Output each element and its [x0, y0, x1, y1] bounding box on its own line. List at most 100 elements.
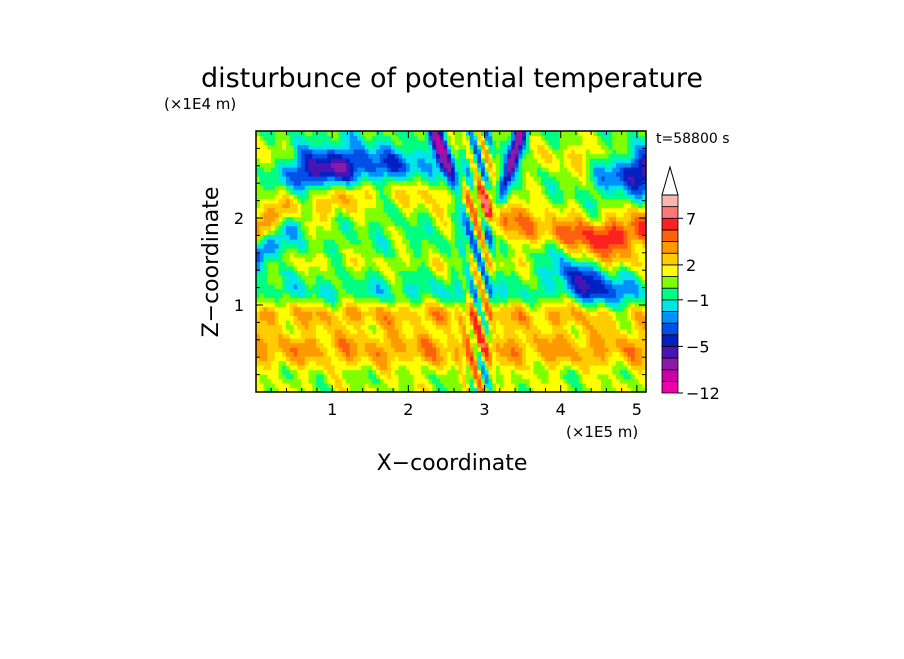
heatmap-cell	[368, 225, 373, 231]
heatmap-cell	[563, 198, 568, 204]
heatmap-cell	[574, 203, 580, 209]
heatmap-cell	[398, 293, 403, 299]
heatmap-cell	[541, 252, 546, 258]
heatmap-cell	[409, 365, 415, 371]
heatmap-cell	[271, 216, 276, 222]
heatmap-cell	[604, 315, 610, 321]
heatmap-cell	[518, 284, 523, 290]
heatmap-cell	[319, 288, 325, 294]
heatmap-cell	[304, 194, 310, 200]
heatmap-cell	[623, 293, 628, 299]
heatmap-cell	[642, 176, 646, 182]
heatmap-cell	[436, 230, 441, 236]
heatmap-cell	[537, 189, 542, 195]
heatmap-cell	[274, 203, 280, 209]
heatmap-cell	[364, 356, 370, 362]
heatmap-cell	[559, 297, 565, 303]
heatmap-cell	[417, 329, 422, 335]
heatmap-cell	[316, 266, 321, 272]
heatmap-cell	[563, 342, 568, 348]
heatmap-cell	[529, 203, 535, 209]
heatmap-cell	[439, 297, 445, 303]
heatmap-cell	[503, 194, 508, 200]
heatmap-cell	[548, 185, 553, 191]
heatmap-cell	[349, 275, 355, 281]
heatmap-cell	[496, 365, 501, 371]
heatmap-cell	[447, 342, 452, 348]
heatmap-cell	[387, 315, 392, 321]
heatmap-cell	[387, 324, 392, 330]
heatmap-cell	[353, 252, 358, 258]
heatmap-cell	[642, 342, 646, 348]
heatmap-cell	[436, 284, 441, 290]
heatmap-cell	[623, 306, 628, 312]
heatmap-cell	[466, 369, 471, 375]
heatmap-cell	[424, 225, 430, 231]
heatmap-cell	[601, 194, 606, 200]
heatmap-cell	[439, 248, 445, 254]
heatmap-cell	[417, 342, 422, 348]
heatmap-cell	[631, 356, 636, 362]
heatmap-cell	[364, 387, 370, 392]
heatmap-cell	[349, 351, 355, 357]
heatmap-cell	[484, 383, 490, 389]
heatmap-cell	[492, 203, 497, 209]
heatmap-cell	[304, 360, 310, 366]
heatmap-cell	[526, 356, 531, 362]
heatmap-cell	[496, 243, 501, 249]
heatmap-cell	[428, 185, 433, 191]
heatmap-cell	[346, 252, 351, 258]
heatmap-cell	[271, 297, 276, 303]
heatmap-cell	[443, 225, 448, 231]
heatmap-cell	[541, 351, 546, 357]
heatmap-cell	[353, 302, 358, 308]
heatmap-cell	[394, 239, 400, 245]
heatmap-cell	[323, 261, 328, 267]
heatmap-cell	[376, 315, 381, 321]
heatmap-cell	[316, 270, 321, 276]
heatmap-cell	[619, 329, 625, 335]
heatmap-cell	[406, 365, 411, 371]
heatmap-cell	[436, 234, 441, 240]
heatmap-cell	[383, 338, 388, 344]
heatmap-cell	[511, 284, 516, 290]
heatmap-cell	[469, 338, 475, 344]
heatmap-cell	[574, 257, 580, 263]
heatmap-cell	[533, 369, 538, 375]
heatmap-cell	[323, 365, 328, 371]
heatmap-cell	[454, 383, 460, 389]
heatmap-cell	[574, 324, 580, 330]
heatmap-cell	[357, 360, 362, 366]
heatmap-cell	[278, 378, 283, 384]
heatmap-cell	[578, 270, 583, 276]
heatmap-cell	[421, 302, 426, 308]
heatmap-cell	[619, 230, 625, 236]
heatmap-cell	[619, 293, 625, 299]
heatmap-cell	[274, 212, 280, 218]
heatmap-cell	[304, 342, 310, 348]
heatmap-cell	[533, 266, 538, 272]
heatmap-cell	[274, 180, 280, 186]
heatmap-cell	[289, 356, 295, 362]
heatmap-cell	[492, 356, 497, 362]
heatmap-cell	[616, 333, 621, 339]
heatmap-cell	[421, 356, 426, 362]
heatmap-cell	[563, 194, 568, 200]
heatmap-cell	[398, 270, 403, 276]
heatmap-cell	[533, 383, 538, 389]
heatmap-cell	[488, 342, 493, 348]
heatmap-cell	[432, 360, 437, 366]
heatmap-cell	[574, 342, 580, 348]
heatmap-cell	[312, 279, 317, 285]
heatmap-cell	[548, 279, 553, 285]
heatmap-cell	[402, 198, 407, 204]
heatmap-cell	[454, 297, 460, 303]
heatmap-cell	[458, 360, 463, 366]
heatmap-cell	[349, 248, 355, 254]
heatmap-cell	[274, 356, 280, 362]
heatmap-cell	[402, 230, 407, 236]
heatmap-cell	[631, 234, 636, 240]
heatmap-cell	[301, 234, 306, 240]
heatmap-cell	[334, 176, 340, 182]
heatmap-cell	[432, 252, 437, 258]
